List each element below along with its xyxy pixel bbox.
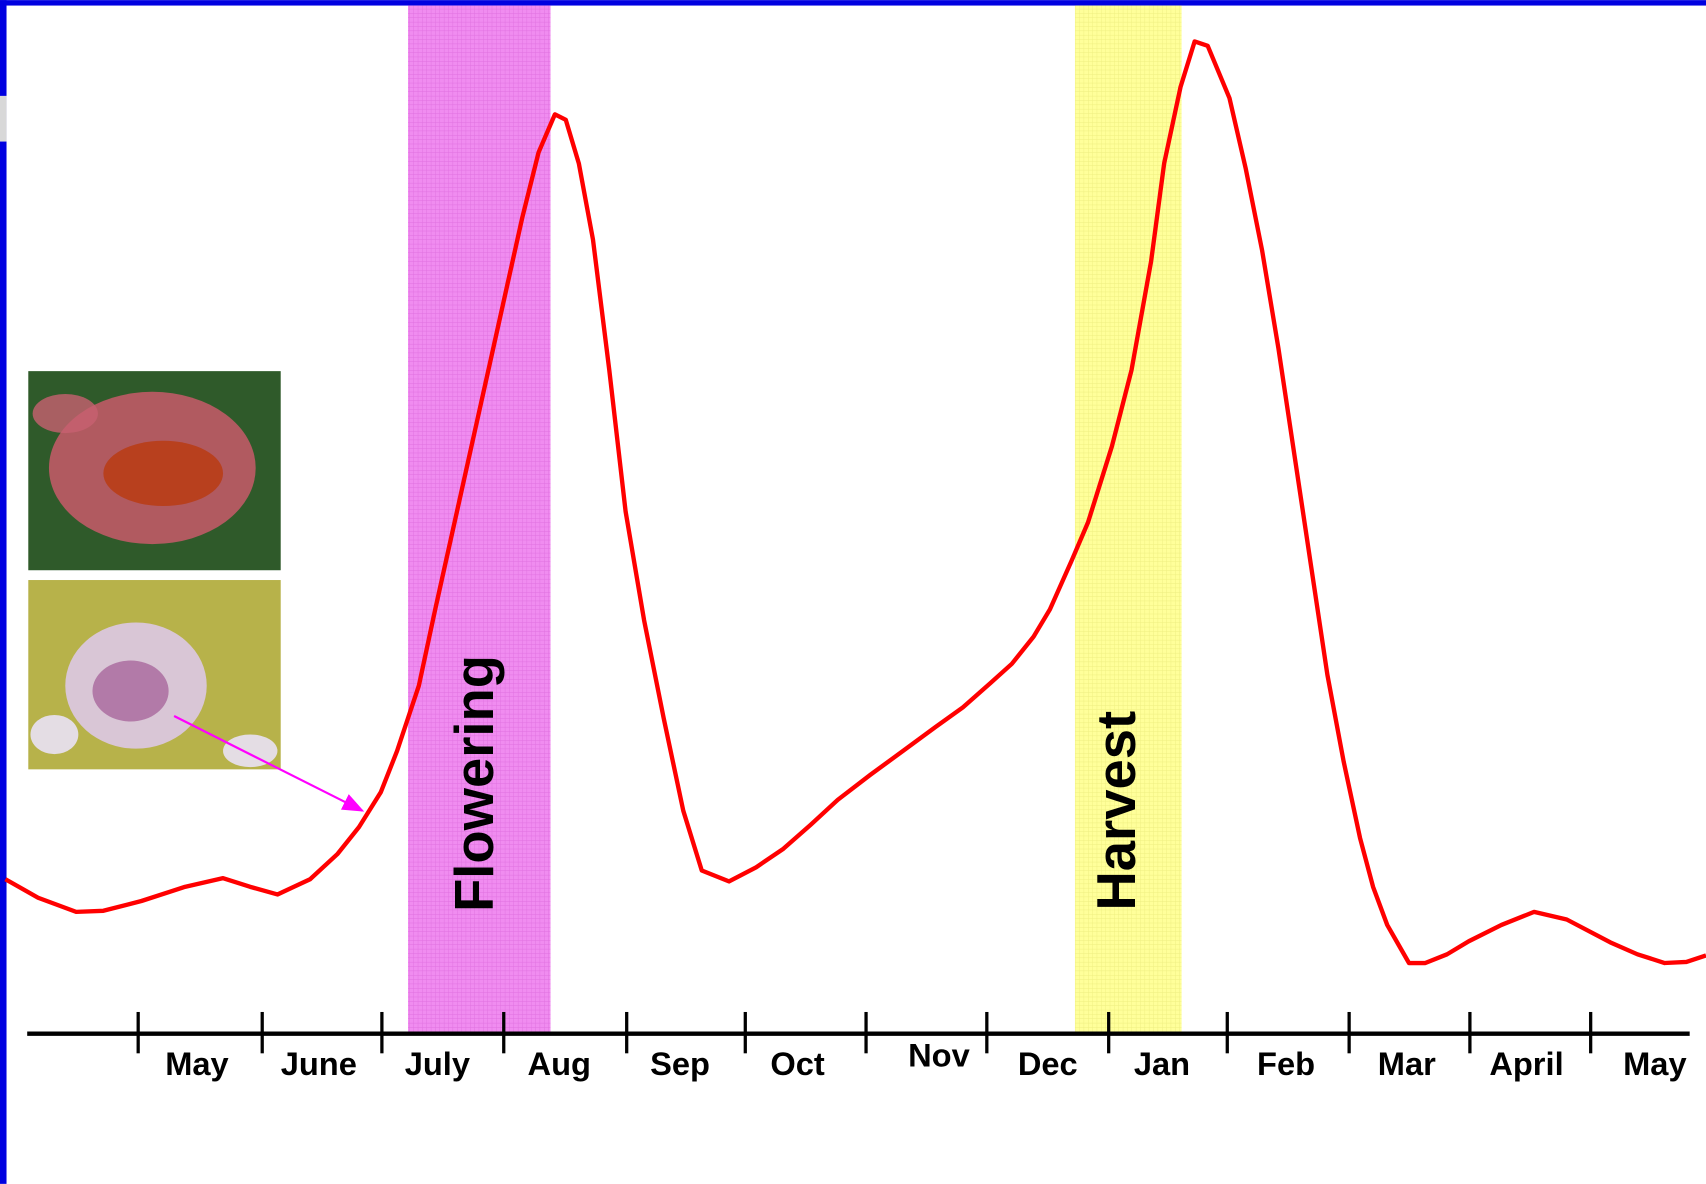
month-label: Feb xyxy=(1257,1045,1315,1082)
month-label: July xyxy=(405,1045,470,1082)
month-label: Oct xyxy=(770,1045,825,1082)
axis-ticks xyxy=(136,1011,1593,1054)
month-label: May xyxy=(165,1045,228,1082)
month-label: Nov xyxy=(908,1036,970,1073)
left-border xyxy=(0,0,7,1184)
side-tab xyxy=(0,95,7,142)
top-border xyxy=(0,0,1706,6)
month-label: Mar xyxy=(1378,1045,1436,1082)
month-label: Aug xyxy=(528,1045,591,1082)
month-label: Jan xyxy=(1134,1045,1190,1082)
month-label: April xyxy=(1489,1045,1563,1082)
arrow xyxy=(173,715,365,812)
photo-top xyxy=(28,371,281,571)
flowering-band xyxy=(408,5,551,1034)
band-label: Flowering xyxy=(444,655,505,912)
month-label: May xyxy=(1623,1045,1686,1082)
month-label: Dec xyxy=(1018,1045,1078,1082)
month-label: Sep xyxy=(650,1045,710,1082)
band-label: Harvest xyxy=(1086,711,1147,911)
photo-bottom xyxy=(28,580,281,770)
month-label: June xyxy=(281,1045,357,1082)
population-curve xyxy=(4,39,1706,966)
